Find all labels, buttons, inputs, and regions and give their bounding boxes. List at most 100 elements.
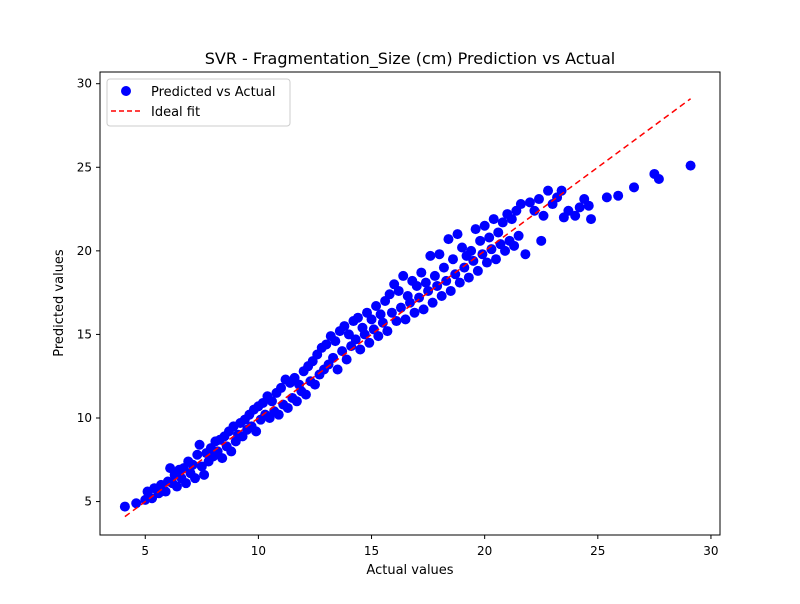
data-point <box>226 446 237 457</box>
data-point <box>291 396 302 407</box>
data-point <box>538 210 549 221</box>
x-tick-label: 25 <box>590 544 605 558</box>
data-point <box>386 307 397 318</box>
data-point <box>524 197 535 208</box>
data-point <box>411 280 422 291</box>
data-point <box>192 449 203 460</box>
data-point <box>119 501 130 512</box>
data-point <box>405 297 415 308</box>
x-tick-label: 20 <box>477 544 492 558</box>
data-point <box>217 453 228 464</box>
data-point <box>180 478 191 489</box>
data-point <box>685 160 696 171</box>
y-axis-label: Predicted values <box>52 249 67 357</box>
data-point <box>447 254 458 265</box>
data-point <box>556 185 567 196</box>
data-point <box>466 245 477 256</box>
data-point <box>454 277 465 288</box>
data-point <box>653 173 664 184</box>
data-point <box>477 249 488 260</box>
x-tick-label: 30 <box>703 544 718 558</box>
data-point <box>384 289 395 300</box>
legend-marker-scatter <box>121 86 131 96</box>
data-point <box>282 402 293 413</box>
y-tick-label: 5 <box>84 495 92 509</box>
data-point <box>490 254 501 265</box>
data-point <box>160 486 171 497</box>
y-tick-label: 30 <box>77 77 92 91</box>
data-point <box>366 314 377 325</box>
data-point <box>373 331 384 342</box>
data-point <box>371 301 382 312</box>
data-point <box>445 285 456 296</box>
data-point <box>459 262 470 273</box>
data-point <box>613 190 624 201</box>
data-point <box>520 249 531 260</box>
data-point <box>441 275 452 286</box>
x-tick-label: 15 <box>364 544 379 558</box>
data-point <box>470 224 481 235</box>
data-point <box>479 220 490 231</box>
data-point <box>339 321 350 332</box>
data-point <box>273 409 284 420</box>
data-point <box>570 210 581 221</box>
legend-label-scatter: Predicted vs Actual <box>151 85 275 100</box>
data-point <box>332 364 343 375</box>
chart-title: SVR - Fragmentation_Size (cm) Prediction… <box>205 49 616 69</box>
data-point <box>488 214 499 225</box>
plot-frame <box>99 71 721 536</box>
data-point <box>420 277 431 288</box>
x-axis-label: Actual values <box>366 563 453 578</box>
data-point <box>434 249 445 260</box>
legend-label-line: Ideal fit <box>151 105 200 120</box>
y-tick-label: 20 <box>77 244 92 258</box>
data-point <box>543 185 554 196</box>
data-point <box>395 302 406 313</box>
data-point <box>481 257 492 268</box>
data-point <box>506 214 517 225</box>
data-point <box>429 270 440 281</box>
y-tick-label: 15 <box>77 327 92 341</box>
data-point <box>486 244 497 255</box>
data-point <box>330 336 341 347</box>
y-tick-label: 25 <box>77 160 92 174</box>
data-point <box>341 354 352 365</box>
data-point <box>171 481 182 492</box>
data-point <box>484 232 495 243</box>
data-point <box>463 272 474 283</box>
data-point <box>266 396 277 407</box>
data-point <box>500 245 511 256</box>
data-point <box>452 229 463 240</box>
data-point <box>375 309 386 320</box>
data-point <box>352 312 363 323</box>
data-point <box>377 317 388 328</box>
data-point <box>321 339 332 350</box>
data-point <box>414 292 425 303</box>
data-point <box>416 267 427 278</box>
data-point <box>457 242 468 253</box>
data-point <box>364 337 375 348</box>
data-point <box>497 217 508 228</box>
data-point <box>533 194 544 205</box>
data-point <box>438 262 449 273</box>
data-point <box>493 227 504 238</box>
data-point <box>536 235 547 246</box>
data-point <box>418 304 429 315</box>
data-point <box>409 307 420 318</box>
ideal-fit-line <box>124 98 692 518</box>
data-point <box>515 199 526 210</box>
legend: Predicted vs Actual Ideal fit <box>106 78 291 127</box>
x-tick-label: 5 <box>141 544 149 558</box>
data-point <box>355 344 366 355</box>
data-point <box>436 290 447 301</box>
y-tick-label: 10 <box>77 411 92 425</box>
data-point <box>574 202 585 213</box>
data-point <box>131 498 142 509</box>
data-point <box>509 240 520 251</box>
data-point <box>400 314 411 325</box>
data-point <box>309 379 320 390</box>
data-point <box>393 285 404 296</box>
data-point <box>190 473 201 484</box>
data-point <box>251 426 262 437</box>
